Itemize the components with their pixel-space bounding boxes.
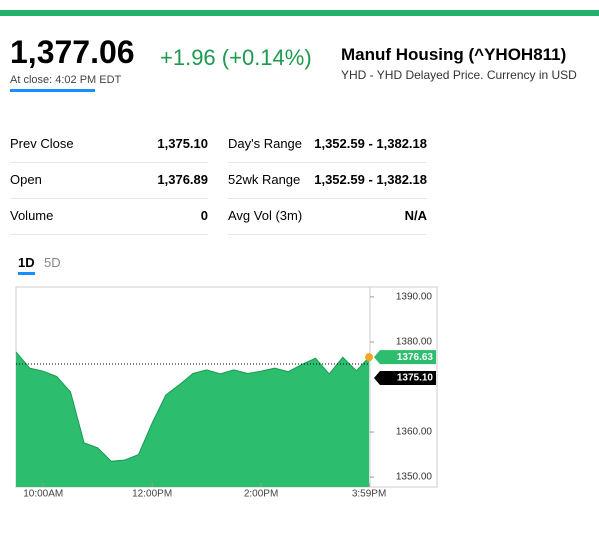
x-tick-label: 3:59PM [352, 489, 386, 500]
prev-close-tag [374, 371, 436, 386]
stat-value: 1,376.89 [157, 172, 208, 187]
x-tick-label: 2:00PM [244, 489, 278, 500]
x-tick-label: 12:00PM [132, 489, 172, 500]
stat-value: N/A [404, 208, 427, 223]
y-tick-label: 1350.00 [396, 472, 433, 483]
stat-row: Volume 0 [10, 198, 208, 235]
close-underline [10, 89, 95, 92]
stat-label: Open [10, 172, 42, 187]
last-price-tag [374, 350, 436, 365]
stat-row: Open 1,376.89 [10, 162, 208, 199]
source-note: YHD - YHD Delayed Price. Currency in USD [341, 68, 577, 82]
range-tab[interactable]: 5D [44, 255, 61, 270]
price-line [15, 351, 370, 462]
stat-row: Prev Close 1,375.10 [10, 126, 208, 163]
stat-label: Day's Range [228, 136, 303, 151]
x-tick-label: 10:00AM [23, 489, 63, 500]
instrument-name: Manuf Housing (^YHOH811) [341, 45, 567, 64]
stat-label: Volume [10, 208, 54, 223]
price: 1,377.06 [10, 34, 135, 70]
last-price-label: 1376.63 [397, 352, 434, 363]
stat-label: Prev Close [10, 136, 74, 151]
price-change: +1.96 (+0.14%) [160, 45, 312, 70]
price-area [16, 351, 370, 487]
stat-value: 0 [200, 208, 208, 223]
range-tab[interactable]: 1D [18, 255, 35, 275]
stat-value: 1,352.59 - 1,382.18 [314, 136, 427, 151]
stat-row: Day's Range 1,352.59 - 1,382.18 [228, 126, 427, 163]
close-time: At close: 4:02 PM EDT [10, 74, 122, 86]
y-tick-label: 1390.00 [396, 292, 433, 303]
stat-label: 52wk Range [228, 172, 301, 187]
stat-value: 1,375.10 [157, 136, 208, 151]
last-point [365, 353, 374, 362]
top-bar [0, 10, 599, 16]
y-tick-label: 1360.00 [396, 427, 433, 438]
stat-label: Avg Vol (3m) [228, 208, 303, 223]
prev-close-label: 1375.10 [397, 373, 434, 384]
stat-row: Avg Vol (3m) N/A [228, 198, 427, 235]
stat-row: 52wk Range 1,352.59 - 1,382.18 [228, 162, 427, 199]
stat-value: 1,352.59 - 1,382.18 [314, 172, 427, 187]
y-tick-label: 1380.00 [396, 337, 433, 348]
